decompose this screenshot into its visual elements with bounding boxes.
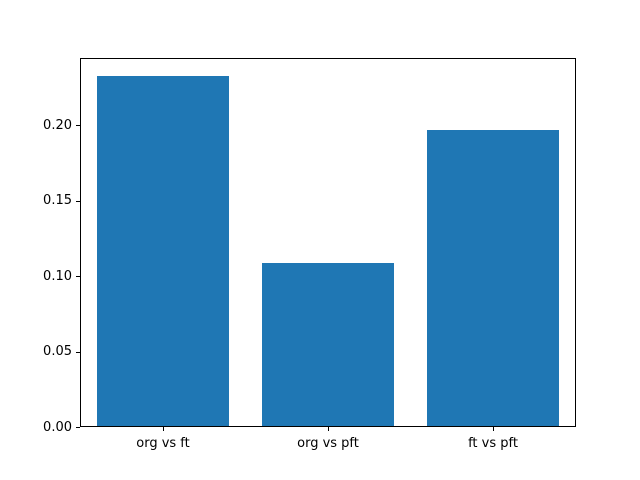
x-tick-mark	[163, 427, 164, 431]
y-tick-mark	[76, 427, 80, 428]
y-tick-label: 0.15	[43, 193, 72, 208]
y-tick-mark	[76, 276, 80, 277]
bar-org-vs-ft	[97, 76, 229, 426]
y-tick-mark	[76, 125, 80, 126]
x-tick-label: org vs ft	[136, 436, 190, 451]
x-tick-mark	[328, 427, 329, 431]
bar-org-vs-pft	[262, 263, 394, 426]
y-tick-label: 0.00	[43, 420, 72, 435]
bar-ft-vs-pft	[427, 130, 559, 426]
x-tick-label: ft vs pft	[468, 436, 518, 451]
y-tick-mark	[76, 352, 80, 353]
x-tick-mark	[493, 427, 494, 431]
y-tick-label: 0.10	[43, 269, 72, 284]
y-tick-label: 0.05	[43, 344, 72, 359]
y-tick-label: 0.20	[43, 118, 72, 133]
y-tick-mark	[76, 201, 80, 202]
x-tick-label: org vs pft	[297, 436, 359, 451]
